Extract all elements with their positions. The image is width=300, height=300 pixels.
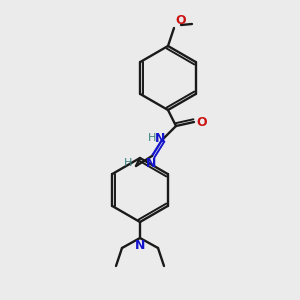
Text: H: H xyxy=(124,158,132,168)
Text: O: O xyxy=(175,14,186,27)
Text: N: N xyxy=(146,157,156,170)
Text: O: O xyxy=(196,116,207,128)
Text: H: H xyxy=(148,133,156,143)
Text: N: N xyxy=(135,239,145,252)
Text: N: N xyxy=(155,131,165,145)
